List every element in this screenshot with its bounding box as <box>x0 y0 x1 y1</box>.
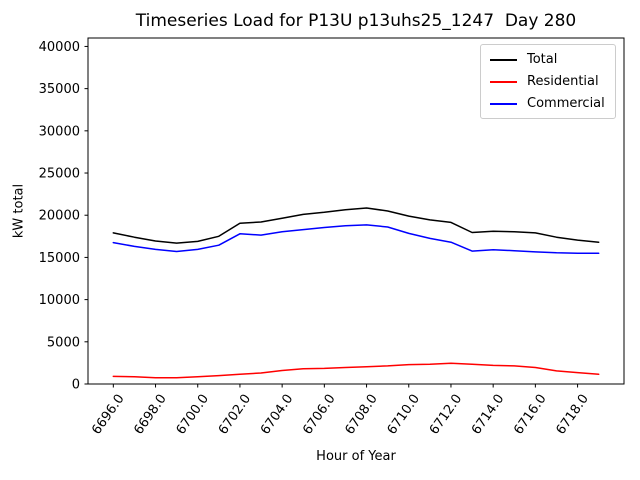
series-line-total <box>112 207 600 244</box>
x-tick-label: 6708.0 <box>342 392 380 438</box>
series-line-commercial <box>112 224 600 254</box>
x-tick-label: 6700.0 <box>174 392 212 438</box>
x-tick-label: 6716.0 <box>511 392 549 438</box>
x-axis-label: Hour of Year <box>316 449 396 464</box>
axes-spines <box>87 37 625 385</box>
x-tick-label: 6698.0 <box>131 392 169 438</box>
legend-line-swatch <box>490 102 517 105</box>
y-axis-ticks: 0 5000 10000 15000 20000 25000 30000 35000 40000 <box>39 40 88 393</box>
x-axis-ticks: 6696.0 6698.0 6700.0 6702.0 6704.0 6706.0 6708… <box>89 384 592 438</box>
x-tick-label: 6714.0 <box>469 392 507 438</box>
x-tick-label: 6712.0 <box>427 392 465 438</box>
y-tick-label: 30000 <box>39 124 80 139</box>
y-tick-label: 20000 <box>39 209 80 224</box>
series-line-residential <box>112 362 600 379</box>
y-tick-label: 25000 <box>39 167 80 182</box>
x-tick-label: 6706.0 <box>300 392 338 438</box>
y-tick-label: 0 <box>72 378 80 393</box>
y-tick-label: 40000 <box>39 40 80 55</box>
chart-title: Timeseries Load for P13U p13uhs25_1247 D… <box>135 11 577 31</box>
legend-item-residential: Residential <box>490 73 605 90</box>
legend-line-swatch <box>490 80 517 83</box>
legend-label: Residential <box>527 74 599 89</box>
x-tick-label: 6704.0 <box>258 392 296 438</box>
y-tick-label: 15000 <box>39 251 80 266</box>
y-tick-label: 10000 <box>39 293 80 308</box>
legend: Total Residential Commercial <box>480 44 616 119</box>
legend-label: Total <box>527 52 558 67</box>
x-tick-label: 6710.0 <box>385 392 423 438</box>
legend-label: Commercial <box>527 96 605 111</box>
x-tick-label: 6702.0 <box>216 392 254 438</box>
legend-item-total: Total <box>490 51 605 68</box>
x-tick-label: 6718.0 <box>553 392 591 438</box>
x-tick-label: 6696.0 <box>89 392 127 438</box>
y-tick-label: 5000 <box>47 335 80 350</box>
y-tick-label: 35000 <box>39 82 80 97</box>
legend-line-swatch <box>490 58 517 61</box>
legend-item-commercial: Commercial <box>490 95 605 112</box>
